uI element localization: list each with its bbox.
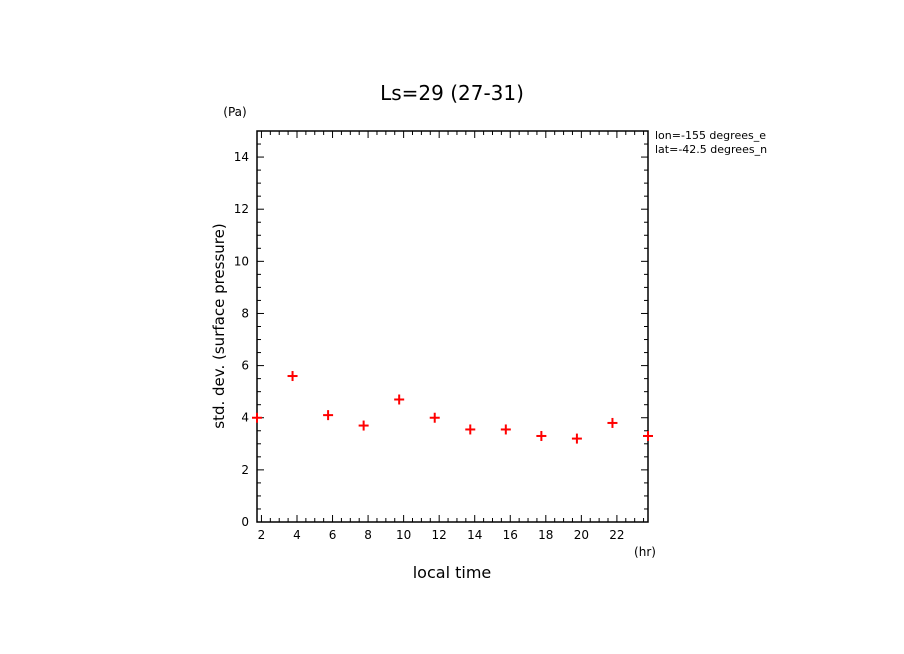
x-tick-label: 4: [293, 528, 301, 542]
y-tick-label: 14: [234, 150, 249, 164]
data-point: [571, 433, 582, 444]
y-tick-label: 10: [234, 254, 249, 268]
y-tick-label: 2: [241, 463, 249, 477]
y-tick-label: 6: [241, 359, 249, 373]
x-tick-label: 16: [503, 528, 518, 542]
y-tick-label: 8: [241, 306, 249, 320]
data-points: [252, 371, 653, 444]
x-tick-label: 22: [609, 528, 624, 542]
data-point: [358, 420, 369, 431]
x-axis-label: local time: [413, 563, 492, 582]
plot-frame: [256, 130, 649, 523]
data-point: [252, 412, 262, 423]
y-tick-label: 4: [241, 411, 249, 425]
y-unit-label: (Pa): [223, 105, 246, 119]
x-tick-label: 14: [467, 528, 482, 542]
x-tick-label: 2: [258, 528, 266, 542]
x-tick-label: 6: [329, 528, 337, 542]
chart-title: Ls=29 (27-31): [380, 81, 524, 105]
data-point: [500, 424, 511, 435]
y-tick-label: 0: [241, 515, 249, 529]
x-tick-label: 8: [364, 528, 372, 542]
data-point: [465, 424, 476, 435]
annotation-lat: lat=-42.5 degrees_n: [655, 143, 767, 156]
data-point: [429, 412, 440, 423]
x-tick-label: 10: [396, 528, 411, 542]
x-tick-label: 12: [432, 528, 447, 542]
x-tick-label: 20: [574, 528, 589, 542]
x-unit-label: (hr): [634, 545, 656, 559]
data-point: [394, 394, 405, 405]
x-tick-label: 18: [538, 528, 553, 542]
y-tick-label: 12: [234, 202, 249, 216]
data-point: [287, 371, 298, 382]
data-point: [323, 410, 334, 421]
annotation-lon: lon=-155 degrees_e: [655, 129, 766, 142]
data-point: [536, 430, 547, 441]
data-point: [607, 417, 618, 428]
data-point: [643, 430, 653, 441]
y-axis-label: std. dev. (surface pressure): [210, 223, 228, 428]
